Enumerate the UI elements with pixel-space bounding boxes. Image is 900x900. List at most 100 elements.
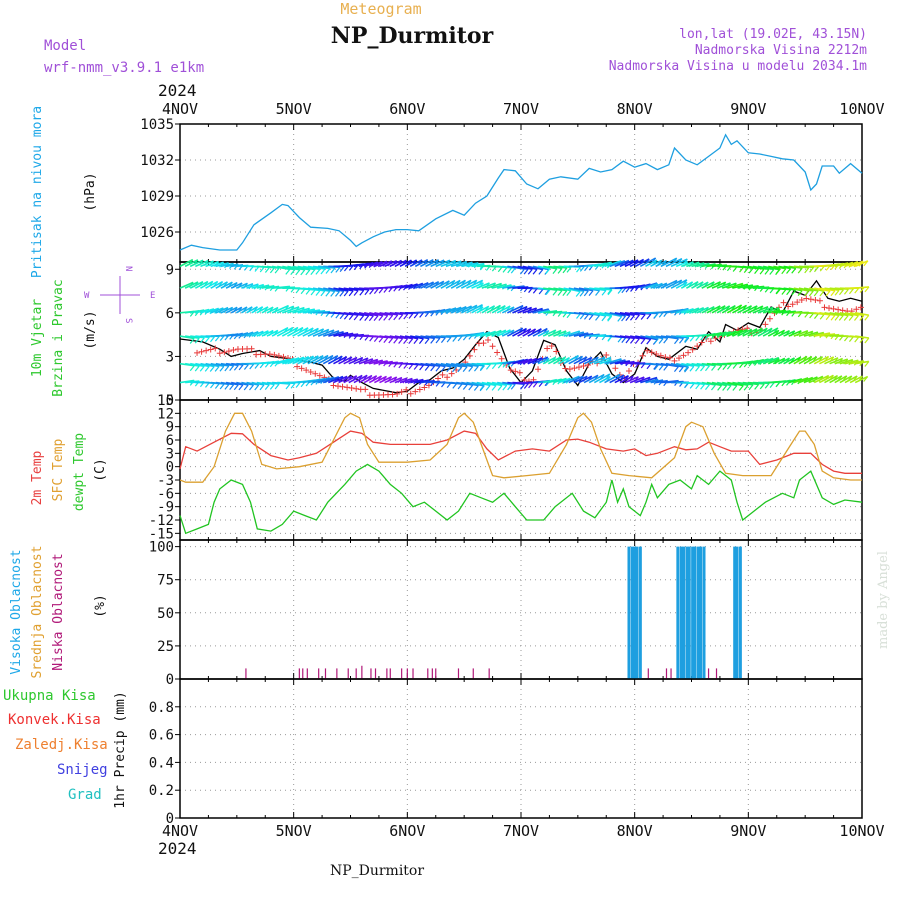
wind-barb — [394, 284, 408, 289]
wind-barb-flag — [233, 384, 239, 391]
gust-marker — [280, 353, 287, 360]
wind-barb — [445, 279, 461, 289]
wind-barb — [655, 335, 668, 339]
wind-barb — [855, 360, 869, 365]
wind-barb-flag — [254, 384, 260, 391]
credit-text: made by Angel — [876, 551, 891, 649]
wind-barb-flag — [335, 291, 340, 297]
gust-marker — [675, 355, 682, 362]
wind-barb-flag — [259, 266, 265, 273]
y-tick-label: -9 — [157, 500, 174, 516]
wind-barb-flag — [479, 384, 485, 391]
gust-marker — [580, 363, 587, 370]
gust-marker — [780, 299, 787, 306]
gust-marker — [612, 365, 619, 372]
wind-barb — [808, 287, 825, 292]
wind-barb — [327, 355, 343, 365]
wind-barb — [430, 362, 446, 368]
gust-marker — [294, 363, 301, 370]
wind-barb-flag — [640, 338, 646, 345]
wind-barb — [783, 357, 795, 365]
cloud-label-low: Niska Oblacnost — [51, 553, 66, 670]
wind-barb — [287, 356, 305, 365]
wind-barb-flag — [689, 383, 695, 389]
wind-barb — [235, 306, 248, 314]
wind-barb — [481, 305, 495, 314]
wind-barb — [696, 306, 709, 314]
wind-barb-flag — [440, 366, 446, 372]
gust-marker — [489, 343, 496, 350]
wind-barb — [517, 306, 532, 314]
wind-barb — [849, 260, 864, 268]
wind-barb — [737, 328, 753, 337]
wind-barb — [353, 374, 368, 384]
wind-barb — [706, 305, 721, 314]
wind-barb-flag — [462, 366, 468, 373]
wind-barb-flag — [863, 376, 869, 382]
wind-barb-flag — [607, 288, 613, 295]
wind-barb — [640, 335, 658, 341]
gust-marker — [657, 352, 664, 359]
wind-barb — [486, 381, 503, 387]
y-tick-label: 6 — [166, 306, 174, 322]
compass-west: W — [84, 291, 90, 301]
wind-barb — [701, 281, 715, 289]
gust-marker — [403, 386, 410, 393]
high-cloud-bar — [696, 546, 700, 679]
wind-barb — [824, 357, 839, 365]
wind-barb — [348, 374, 363, 384]
gust-marker — [698, 339, 705, 346]
wind-barb — [461, 362, 479, 367]
wind-barb-flag — [552, 268, 558, 275]
wind-barb-flag — [732, 363, 738, 369]
wind-barb-flag — [343, 313, 349, 320]
wind-barb-flag — [424, 365, 430, 371]
wind-barb — [399, 377, 413, 384]
wind-barb-flag — [457, 383, 463, 390]
high-cloud-bar — [733, 546, 737, 679]
wind-barb-flag — [419, 364, 425, 371]
wind-barb — [681, 307, 694, 314]
supertitle: Meteogram — [340, 0, 421, 18]
wind-barb — [732, 283, 749, 289]
wind-barb — [517, 358, 533, 365]
high-cloud-bar — [702, 546, 706, 679]
gust-marker — [835, 306, 842, 313]
wind-barb — [788, 378, 803, 384]
gust-marker — [648, 349, 655, 356]
wind-barb-flag — [625, 337, 631, 344]
wind-barb-flag — [424, 338, 430, 344]
wind-barb-flag — [413, 364, 419, 370]
wind-barb-flag — [711, 384, 716, 391]
wind-barb — [271, 326, 289, 337]
wind-panel-label-1: 10m Vjetar — [30, 299, 45, 377]
wind-barb — [440, 259, 457, 268]
wind-barb-flag — [435, 337, 441, 344]
wind-barb — [578, 287, 594, 292]
wind-barb-flag — [523, 383, 529, 389]
wind-barb — [476, 305, 490, 314]
cloud-panel: 0 25 50 75 100 — [149, 539, 863, 688]
gust-marker — [766, 315, 773, 322]
wind-barb-flag — [285, 383, 291, 390]
wind-barb — [604, 373, 621, 384]
wind-barb — [215, 262, 229, 268]
wind-barb-flag — [859, 337, 865, 343]
wind-barb-flag — [848, 288, 854, 295]
wind-barb — [768, 308, 781, 314]
wind-barb — [195, 308, 210, 314]
wind-barb-flag — [557, 267, 563, 274]
wind-barb — [328, 375, 344, 384]
wind-barb — [281, 326, 299, 337]
y-tick-label: 6 — [166, 433, 174, 449]
gust-marker — [571, 365, 578, 372]
wind-barb — [767, 329, 780, 337]
wind-barb — [752, 305, 769, 314]
wind-barb — [240, 306, 253, 314]
wind-barb-flag — [243, 384, 249, 391]
wind-barb-flag — [210, 336, 215, 343]
wind-barb — [466, 304, 483, 314]
wind-barb — [721, 304, 736, 314]
wind-barb-flag — [562, 267, 568, 274]
